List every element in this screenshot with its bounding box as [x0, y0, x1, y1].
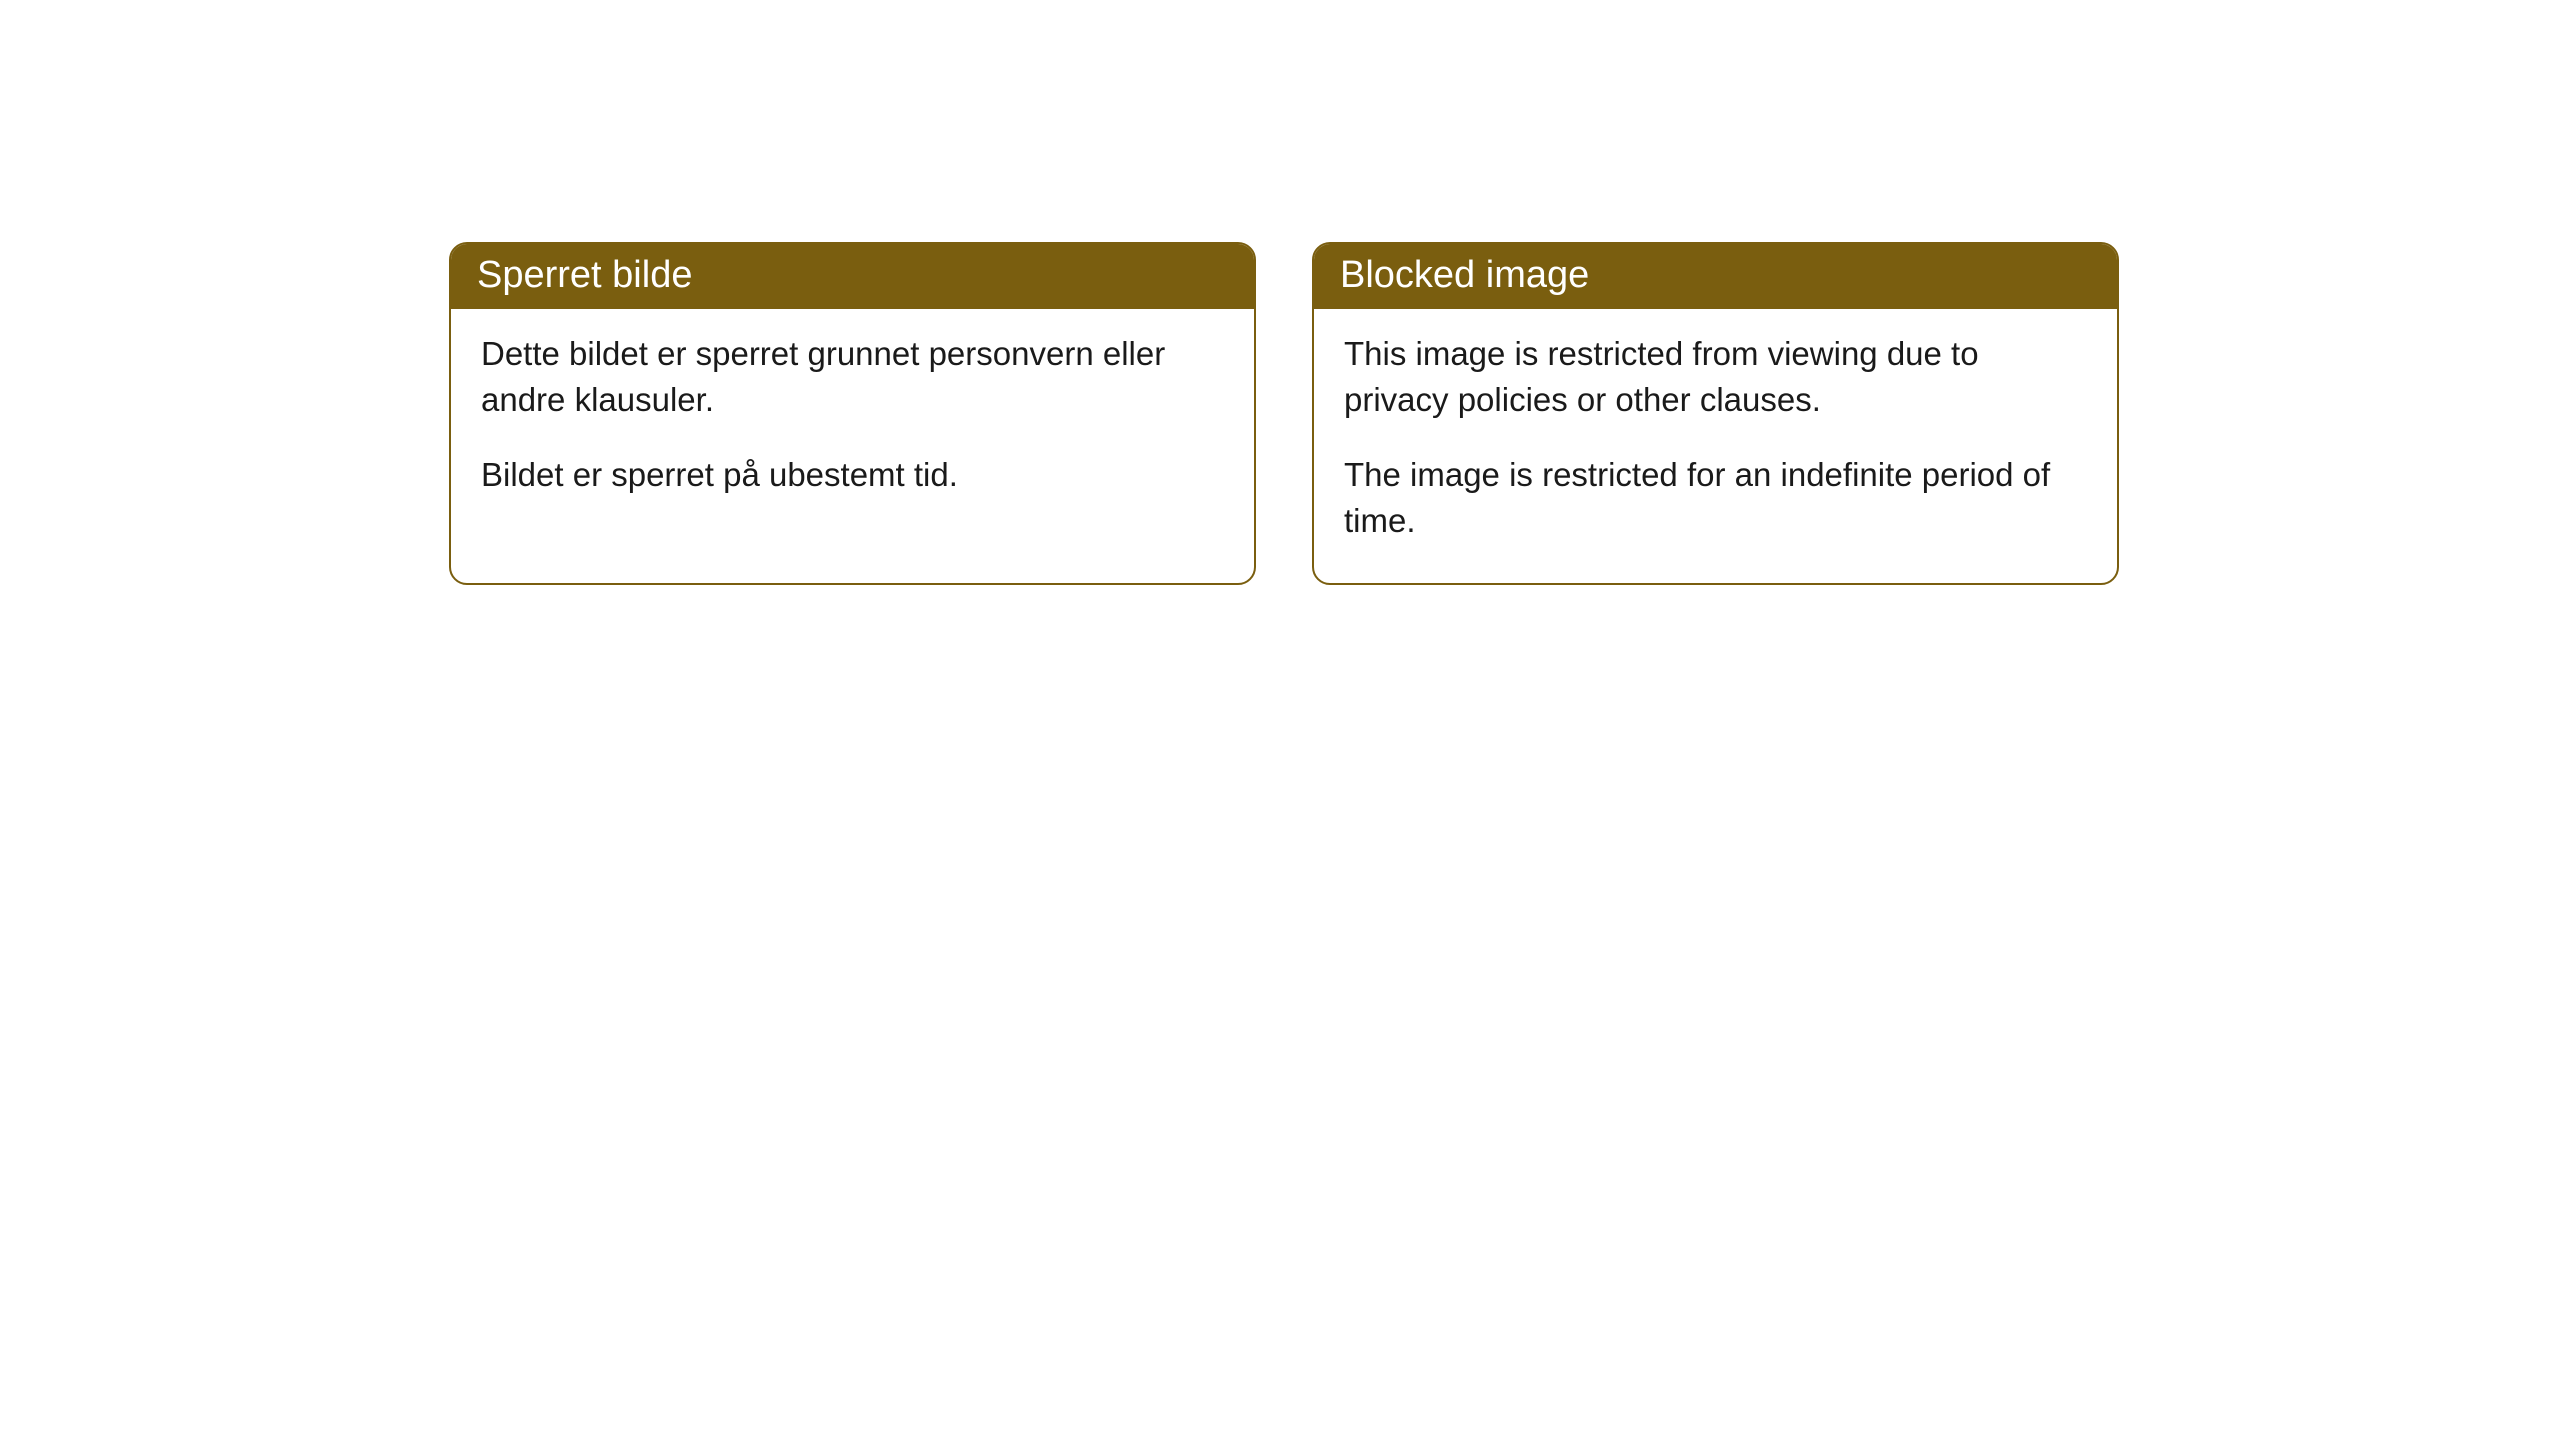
notice-paragraph: Dette bildet er sperret grunnet personve…	[481, 331, 1224, 422]
notice-title: Sperret bilde	[477, 254, 692, 296]
notice-paragraph: Bildet er sperret på ubestemt tid.	[481, 452, 1224, 498]
notice-header: Sperret bilde	[451, 244, 1254, 309]
notice-title: Blocked image	[1340, 254, 1589, 296]
notice-paragraph: The image is restricted for an indefinit…	[1344, 452, 2087, 543]
notice-card-english: Blocked image This image is restricted f…	[1312, 242, 2119, 585]
notice-card-norwegian: Sperret bilde Dette bildet er sperret gr…	[449, 242, 1256, 585]
notice-container: Sperret bilde Dette bildet er sperret gr…	[0, 0, 2560, 585]
notice-body: Dette bildet er sperret grunnet personve…	[451, 309, 1254, 538]
notice-body: This image is restricted from viewing du…	[1314, 309, 2117, 583]
notice-paragraph: This image is restricted from viewing du…	[1344, 331, 2087, 422]
notice-header: Blocked image	[1314, 244, 2117, 309]
